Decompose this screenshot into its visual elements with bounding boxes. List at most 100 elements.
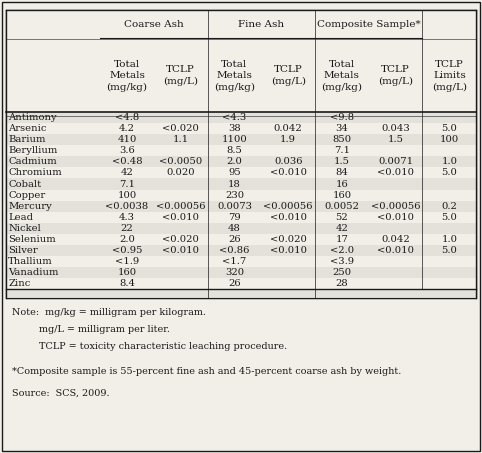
Text: 17: 17 — [335, 235, 348, 244]
Text: <4.8: <4.8 — [115, 113, 139, 122]
Text: <0.0038: <0.0038 — [106, 202, 148, 211]
Text: TCLP = toxicity characteristic leaching procedure.: TCLP = toxicity characteristic leaching … — [12, 342, 287, 351]
Bar — [6, 278, 476, 289]
Text: 1.0: 1.0 — [442, 235, 457, 244]
Text: <0.010: <0.010 — [162, 246, 199, 255]
Text: <0.010: <0.010 — [269, 169, 307, 178]
Text: 38: 38 — [228, 124, 241, 133]
Bar — [6, 10, 476, 112]
Text: 4.2: 4.2 — [119, 124, 135, 133]
Text: 5.0: 5.0 — [442, 246, 457, 255]
Text: mg/L = milligram per liter.: mg/L = milligram per liter. — [12, 325, 170, 334]
Text: 22: 22 — [120, 224, 134, 233]
Text: 850: 850 — [332, 135, 351, 144]
Text: *Composite sample is 55-percent fine ash and 45-percent coarse ash by weight.: *Composite sample is 55-percent fine ash… — [12, 367, 401, 376]
Text: 8.5: 8.5 — [227, 146, 242, 155]
Text: Lead: Lead — [8, 213, 33, 222]
Text: 1.0: 1.0 — [442, 157, 457, 166]
Text: 100: 100 — [117, 191, 136, 200]
Text: Arsenic: Arsenic — [8, 124, 47, 133]
Text: Nickel: Nickel — [8, 224, 41, 233]
Text: 410: 410 — [117, 135, 136, 144]
Bar — [6, 223, 476, 234]
Text: 160: 160 — [332, 191, 351, 200]
Bar — [6, 156, 476, 167]
Text: Coarse Ash: Coarse Ash — [124, 20, 184, 29]
Text: Zinc: Zinc — [8, 280, 30, 289]
Text: <0.020: <0.020 — [270, 235, 307, 244]
Text: 1.9: 1.9 — [280, 135, 296, 144]
Text: Cobalt: Cobalt — [8, 179, 41, 188]
Bar — [6, 256, 476, 267]
Text: 42: 42 — [335, 224, 348, 233]
Text: 0.042: 0.042 — [381, 235, 410, 244]
Text: 52: 52 — [335, 213, 348, 222]
Text: 3.6: 3.6 — [119, 146, 135, 155]
Text: <0.0050: <0.0050 — [159, 157, 202, 166]
Text: 1.5: 1.5 — [334, 157, 350, 166]
Text: TCLP
Limits
(mg/L): TCLP Limits (mg/L) — [432, 60, 467, 92]
Text: Note:  mg/kg = milligram per kilogram.: Note: mg/kg = milligram per kilogram. — [12, 308, 205, 317]
Bar — [6, 10, 476, 298]
Text: <1.7: <1.7 — [222, 257, 247, 266]
Text: 18: 18 — [228, 179, 241, 188]
Text: 160: 160 — [118, 268, 136, 277]
Text: Beryllium: Beryllium — [8, 146, 57, 155]
Bar — [6, 189, 476, 201]
Bar — [6, 289, 476, 298]
Text: Thallium: Thallium — [8, 257, 53, 266]
Text: 8.4: 8.4 — [119, 280, 135, 289]
Text: 0.0071: 0.0071 — [378, 157, 413, 166]
Text: 0.2: 0.2 — [442, 202, 457, 211]
Text: <0.020: <0.020 — [162, 124, 199, 133]
Text: Selenium: Selenium — [8, 235, 56, 244]
Text: <9.8: <9.8 — [330, 113, 354, 122]
Text: 230: 230 — [225, 191, 244, 200]
Text: 28: 28 — [335, 280, 348, 289]
Text: 26: 26 — [228, 280, 241, 289]
Text: <3.9: <3.9 — [330, 257, 354, 266]
Bar — [6, 123, 476, 134]
Text: Total
Metals
(mg/kg): Total Metals (mg/kg) — [107, 60, 147, 92]
Text: 2.0: 2.0 — [227, 157, 242, 166]
Text: 1.1: 1.1 — [173, 135, 189, 144]
Text: Chromium: Chromium — [8, 169, 62, 178]
Text: Vanadium: Vanadium — [8, 268, 59, 277]
Text: 320: 320 — [225, 268, 244, 277]
Text: <0.95: <0.95 — [112, 246, 142, 255]
Text: <1.9: <1.9 — [115, 257, 139, 266]
Text: 7.1: 7.1 — [119, 179, 135, 188]
Text: <0.010: <0.010 — [377, 169, 414, 178]
Text: 2.0: 2.0 — [119, 235, 135, 244]
Text: 79: 79 — [228, 213, 241, 222]
Text: TCLP
(mg/L): TCLP (mg/L) — [163, 65, 198, 86]
Text: TCLP
(mg/L): TCLP (mg/L) — [378, 65, 413, 86]
Bar — [6, 145, 476, 156]
Text: Barium: Barium — [8, 135, 46, 144]
Text: <0.86: <0.86 — [219, 246, 250, 255]
Text: <0.00056: <0.00056 — [371, 202, 420, 211]
Bar — [6, 201, 476, 212]
Text: Silver: Silver — [8, 246, 38, 255]
Bar — [6, 167, 476, 178]
Text: Copper: Copper — [8, 191, 45, 200]
Text: 7.1: 7.1 — [334, 146, 350, 155]
Text: <0.020: <0.020 — [162, 235, 199, 244]
Text: 1.5: 1.5 — [388, 135, 403, 144]
Text: Mercury: Mercury — [8, 202, 52, 211]
Bar — [6, 267, 476, 278]
Text: Total
Metals
(mg/kg): Total Metals (mg/kg) — [214, 60, 255, 92]
Text: Cadmium: Cadmium — [8, 157, 57, 166]
Bar — [6, 112, 476, 123]
Text: Fine Ash: Fine Ash — [238, 20, 284, 29]
Text: 34: 34 — [335, 124, 348, 133]
Text: 0.036: 0.036 — [274, 157, 302, 166]
Text: 42: 42 — [120, 169, 134, 178]
Text: Composite Sample*: Composite Sample* — [317, 20, 421, 29]
Text: 5.0: 5.0 — [442, 124, 457, 133]
Text: 0.043: 0.043 — [381, 124, 410, 133]
Bar — [6, 178, 476, 189]
Text: 0.042: 0.042 — [274, 124, 303, 133]
Text: 4.3: 4.3 — [119, 213, 135, 222]
Text: 26: 26 — [228, 235, 241, 244]
